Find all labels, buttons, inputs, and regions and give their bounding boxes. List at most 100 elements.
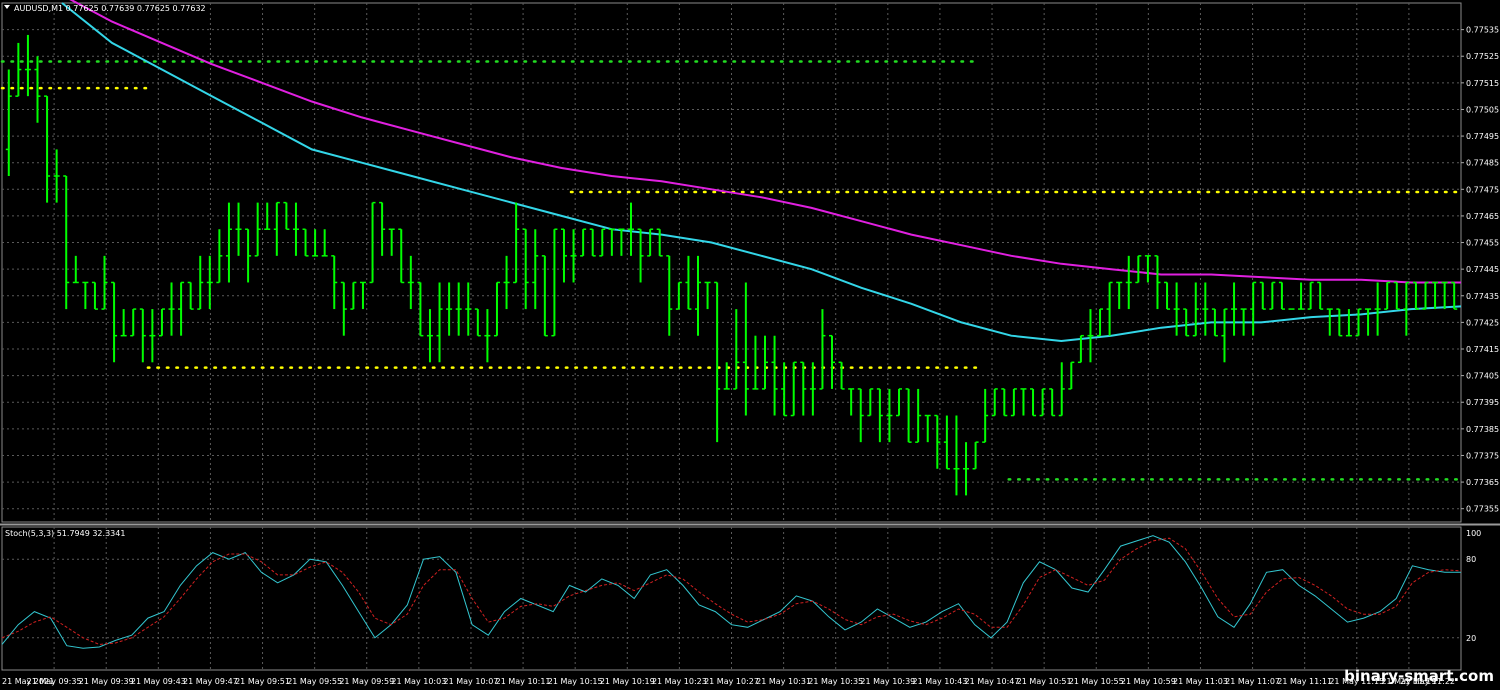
ohlc-bar xyxy=(187,281,194,310)
ohlc-bar xyxy=(570,229,577,283)
x-tick-label: 21 May 10:51 xyxy=(1017,677,1072,686)
ohlc-bar xyxy=(139,308,146,363)
y-tick-label: 0.77415 xyxy=(1466,345,1499,354)
ohlc-bar xyxy=(379,201,386,256)
ohlc-bar xyxy=(235,202,242,256)
ohlc-bar xyxy=(1068,361,1075,390)
y-tick-label: 0.77535 xyxy=(1466,26,1499,35)
ohlc-bar xyxy=(627,202,634,256)
x-tick-label: 21 May 10:47 xyxy=(965,677,1020,686)
ohlc-bar xyxy=(359,281,366,310)
stochastic-pane[interactable] xyxy=(1,535,1462,649)
ohlc-bar xyxy=(647,228,654,257)
ohlc-bar xyxy=(522,228,529,310)
ohlc-bar xyxy=(15,42,22,97)
ohlc-bar xyxy=(829,334,836,389)
ohlc-bar xyxy=(560,228,567,283)
ohlc-bar xyxy=(178,281,185,336)
ohlc-bar xyxy=(781,362,788,417)
ohlc-bar xyxy=(34,56,41,123)
ohlc-bar xyxy=(896,388,903,417)
x-tick-label: 21 May 10:55 xyxy=(1069,677,1124,686)
ohlc-bar xyxy=(436,282,443,363)
ma-slow-line xyxy=(69,0,1461,284)
ohlc-bar xyxy=(762,335,769,390)
ohlc-bar xyxy=(91,281,98,310)
ohlc-bar xyxy=(225,202,232,283)
stoch-tick-label: 100 xyxy=(1466,529,1481,538)
y-tick-label: 0.77455 xyxy=(1466,239,1499,248)
symbol-info-text: AUDUSD,M1 0.77625 0.77639 0.77625 0.7763… xyxy=(14,4,206,13)
ohlc-bar xyxy=(848,388,855,416)
ohlc-bar xyxy=(130,308,137,337)
ohlc-bar xyxy=(5,69,12,176)
ohlc-bar xyxy=(704,281,711,310)
ohlc-bar xyxy=(1058,362,1065,417)
price-pane[interactable] xyxy=(0,0,1463,496)
x-tick-label: 21 May 11:22 xyxy=(1400,677,1455,686)
x-tick-label: 21 May 10:11 xyxy=(496,677,551,686)
ohlc-bar xyxy=(809,362,816,416)
ohlc-bar xyxy=(1164,281,1171,310)
ohlc-bar xyxy=(1374,282,1381,336)
ohlc-bar xyxy=(1231,282,1238,336)
ohlc-bar xyxy=(426,309,433,363)
ohlc-bar xyxy=(302,228,309,257)
ma-fast-line xyxy=(61,2,1462,343)
ohlc-bar xyxy=(216,229,223,284)
ohlc-bar xyxy=(752,335,759,390)
ohlc-bar xyxy=(1144,255,1151,283)
ohlc-bar xyxy=(1326,308,1333,336)
stoch-tick-label: 80 xyxy=(1466,555,1476,564)
grid xyxy=(0,2,1500,671)
ohlc-bar xyxy=(1135,255,1142,284)
x-tick-label: 21 May 09:35 xyxy=(27,677,82,686)
ohlc-bar xyxy=(1269,281,1276,310)
ohlc-bar xyxy=(264,202,271,230)
ohlc-bar xyxy=(915,388,922,443)
ohlc-bar xyxy=(149,309,156,363)
ohlc-bar xyxy=(417,281,424,337)
x-tick-label: 21 May 09:55 xyxy=(287,677,342,686)
ohlc-bar xyxy=(1336,308,1343,337)
ohlc-bar xyxy=(723,362,730,390)
ohlc-bar xyxy=(1451,281,1458,310)
ohlc-bar xyxy=(1412,281,1419,310)
x-tick-label: 21 May 11:15 xyxy=(1329,677,1384,686)
ohlc-bar xyxy=(599,228,606,257)
x-tick-label: 21 May 10:27 xyxy=(704,677,759,686)
ohlc-bar xyxy=(1307,281,1314,310)
ohlc-bar xyxy=(101,255,108,310)
y-tick-label: 0.77495 xyxy=(1466,132,1499,141)
ohlc-bar xyxy=(867,388,874,417)
stoch-main-line xyxy=(1,535,1461,649)
ohlc-bar xyxy=(991,388,998,417)
ohlc-bar xyxy=(1077,334,1084,364)
ohlc-bar xyxy=(608,228,615,256)
collapse-arrow-icon[interactable] xyxy=(4,5,10,9)
ohlc-bar xyxy=(340,281,347,336)
ohlc-bar xyxy=(63,175,70,310)
ohlc-bar xyxy=(1154,255,1161,310)
ohlc-bar xyxy=(53,149,60,203)
ohlc-bar xyxy=(1317,281,1324,310)
x-tick-label: 21 May 10:23 xyxy=(652,677,707,686)
ohlc-bar xyxy=(1001,388,1008,417)
ohlc-bar xyxy=(541,255,548,337)
x-tick-label: 21 May 10:07 xyxy=(444,677,499,686)
ohlc-bar xyxy=(474,308,481,337)
x-tick-label: 21 May 11:19 xyxy=(1381,677,1436,686)
ohlc-bar xyxy=(197,255,204,310)
x-tick-label: 21 May 2021 xyxy=(2,677,54,686)
ohlc-bar xyxy=(82,281,89,310)
y-tick-label: 0.77505 xyxy=(1466,105,1499,114)
y-tick-label: 0.77385 xyxy=(1466,425,1499,434)
ohlc-bar xyxy=(675,281,682,310)
ohlc-bar xyxy=(1355,308,1362,337)
x-tick-label: 21 May 09:59 xyxy=(339,677,394,686)
ohlc-bar xyxy=(1211,308,1218,337)
ohlc-bar xyxy=(388,228,395,256)
ohlc-bar xyxy=(800,361,807,416)
